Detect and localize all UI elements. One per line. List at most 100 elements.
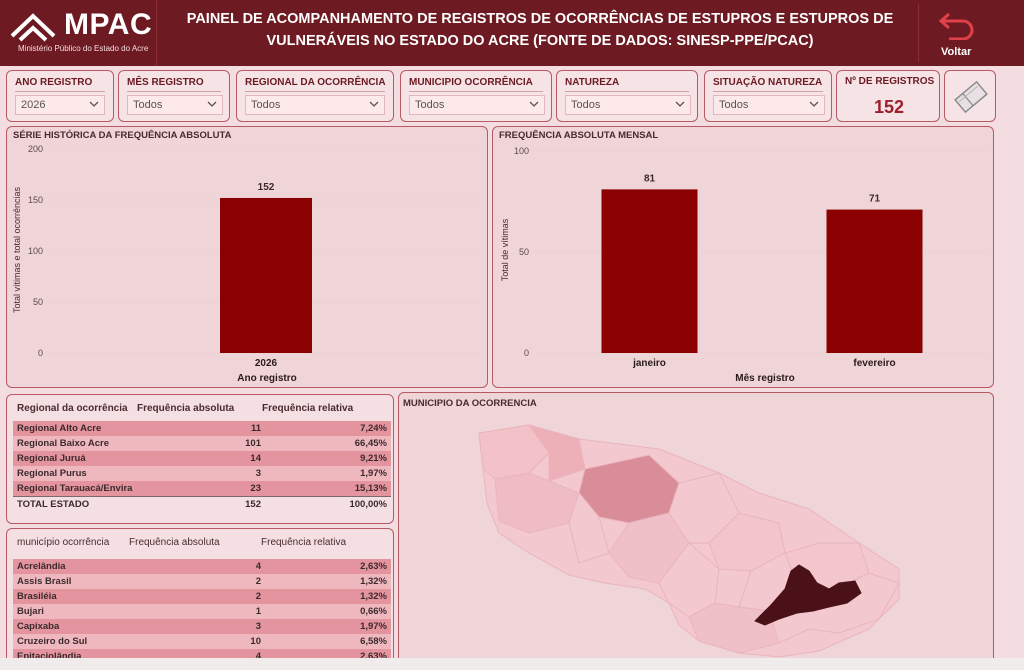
clear-filters-button[interactable] <box>944 70 996 122</box>
cell-municipio: Cruzeiro do Sul <box>17 636 88 647</box>
cell-regional: Regional Purus <box>17 468 87 479</box>
cell-freq-rel: 2,63% <box>360 651 387 662</box>
select-value: Todos <box>133 99 163 111</box>
data-label: 71 <box>869 194 881 205</box>
municipio-ocorrencia-select[interactable]: Todos <box>409 95 545 115</box>
eraser-icon <box>954 80 988 114</box>
table-row[interactable]: Bujari 1 0,66% <box>13 604 391 619</box>
logo-subtitle: Ministério Público do Estado do Acre <box>18 44 149 53</box>
col-header-regional: Regional da ocorrência <box>17 403 128 414</box>
select-value: Todos <box>415 99 445 111</box>
cell-freq-abs: 2 <box>255 576 261 587</box>
x-tick-label: janeiro <box>632 358 666 369</box>
table-row[interactable]: Assis Brasil 2 1,32% <box>13 574 391 589</box>
cell-municipio: Acrelândia <box>17 561 66 572</box>
municipio-table-panel: município ocorrência Frequência absoluta… <box>6 528 394 664</box>
cell-freq-abs: 11 <box>250 423 261 434</box>
chevron-down-icon <box>89 101 99 107</box>
cell-freq-rel: 1,97% <box>360 621 387 632</box>
cell-municipio: Epitaciolândia <box>17 651 82 662</box>
bar-fevereiro[interactable] <box>826 209 923 353</box>
divider <box>15 91 105 92</box>
logo-text: MPAC <box>64 8 153 41</box>
table-row[interactable]: Regional Alto Acre 11 7,24% <box>13 421 391 436</box>
cell-regional: Regional Tarauacá/Envira <box>17 483 133 494</box>
cell-freq-abs: 14 <box>250 453 261 464</box>
ano-registro-select[interactable]: 2026 <box>15 95 105 115</box>
data-label: 152 <box>258 182 275 193</box>
col-header-municipio: município ocorrência <box>17 537 110 548</box>
frequencia-mensal-panel: FREQUÊNCIA ABSOLUTA MENSAL 0 50 100 81 jane… <box>492 126 994 388</box>
situacao-natureza-select[interactable]: Todos <box>713 95 825 115</box>
cell-freq-rel: 7,24% <box>360 423 387 434</box>
map-title: MUNICIPIO DA OCORRENCIA <box>403 398 537 409</box>
frequencia-mensal-xlabel: Mês registro <box>735 373 795 384</box>
filter-natureza: NATUREZA Todos <box>556 70 698 122</box>
select-value: Todos <box>719 99 749 111</box>
cell-municipio: Capixaba <box>17 621 60 632</box>
cell-freq-rel: 6,58% <box>360 636 387 647</box>
table-row[interactable]: Regional Juruá 14 9,21% <box>13 451 391 466</box>
serie-historica-panel: SÉRIE HISTÓRICA DA FREQUÊNCIA ABSOLUTA 0… <box>6 126 488 388</box>
header-divider <box>156 0 157 66</box>
cell-freq-abs: 2 <box>255 591 261 602</box>
chevron-down-icon <box>675 101 685 107</box>
back-button[interactable]: Voltar <box>918 4 1018 62</box>
serie-historica-title: SÉRIE HISTÓRICA DA FREQUÊNCIA ABSOLUTA <box>13 130 232 141</box>
filter-label: MUNICIPIO OCORRÊNCIA <box>409 77 533 88</box>
regional-table-panel: Regional da ocorrência Frequência absolu… <box>6 394 394 524</box>
bottom-scrollbar-area[interactable] <box>0 658 1024 670</box>
chevron-down-icon <box>809 101 819 107</box>
select-value: 2026 <box>21 99 46 111</box>
filter-mes-registro: MÊS REGISTRO Todos <box>118 70 230 122</box>
bar-janeiro[interactable] <box>601 189 698 353</box>
cell-freq-rel: 66,45% <box>354 438 387 449</box>
cell-total-label: TOTAL ESTADO <box>17 499 90 510</box>
col-header-freq-abs: Frequência absoluta <box>129 537 220 548</box>
filter-label: ANO REGISTRO <box>15 77 93 88</box>
cell-freq-abs: 101 <box>245 438 261 449</box>
registros-label: Nº DE REGISTROS <box>845 76 935 87</box>
divider <box>565 91 689 92</box>
cell-freq-rel: 1,32% <box>360 591 387 602</box>
regional-ocorrencia-select[interactable]: Todos <box>245 95 385 115</box>
y-tick-label: 0 <box>524 348 529 358</box>
cell-regional: Regional Alto Acre <box>17 423 102 434</box>
filter-label: SITUAÇÃO NATUREZA <box>713 77 823 88</box>
registros-value: 152 <box>873 97 905 117</box>
mpac-emblem-icon <box>10 13 56 42</box>
divider <box>245 91 385 92</box>
table-row[interactable]: Brasiléia 2 1,32% <box>13 589 391 604</box>
natureza-select[interactable]: Todos <box>565 95 691 115</box>
serie-historica-xlabel: Ano registro <box>237 373 297 384</box>
filter-label: MÊS REGISTRO <box>127 77 204 88</box>
header-bar: MPAC Ministério Público do Estado do Acr… <box>0 0 1024 66</box>
chevron-down-icon <box>529 101 539 107</box>
map-region <box>527 424 586 482</box>
table-row[interactable]: Capixaba 3 1,97% <box>13 619 391 634</box>
cell-municipio: Brasiléia <box>17 591 57 602</box>
bar-2026[interactable] <box>220 197 312 353</box>
mes-registro-select[interactable]: Todos <box>127 95 223 115</box>
table-row[interactable]: Regional Tarauacá/Envira 23 15,13% <box>13 481 391 496</box>
data-label: 81 <box>644 173 656 184</box>
cell-regional: Regional Baixo Acre <box>17 438 110 449</box>
y-tick-label: 100 <box>28 246 43 256</box>
table-row[interactable]: Regional Baixo Acre 101 66,45% <box>13 436 391 451</box>
cell-municipio: Bujari <box>17 606 44 617</box>
table-row[interactable]: Regional Purus 3 1,97% <box>13 466 391 481</box>
acre-municipio-map[interactable] <box>399 393 994 664</box>
frequencia-mensal-ylabel: Total de vítimas <box>500 218 510 282</box>
cell-freq-rel: 1,32% <box>360 576 387 587</box>
table-header: Regional da ocorrência Frequência absolu… <box>17 403 393 417</box>
table-total-row: TOTAL ESTADO 152 100,00% <box>13 496 391 511</box>
cell-freq-abs: 3 <box>255 468 261 479</box>
map-panel: MUNICIPIO DA OCORRENCIA <box>398 392 994 664</box>
map-region <box>688 602 780 654</box>
table-row[interactable]: Acrelândia 4 2,63% <box>13 559 391 574</box>
y-tick-label: 50 <box>33 297 43 307</box>
y-tick-label: 150 <box>28 195 43 205</box>
cell-municipio: Assis Brasil <box>17 576 72 587</box>
table-row[interactable]: Cruzeiro do Sul 10 6,58% <box>13 634 391 649</box>
filter-ano-registro: ANO REGISTRO 2026 <box>6 70 114 122</box>
